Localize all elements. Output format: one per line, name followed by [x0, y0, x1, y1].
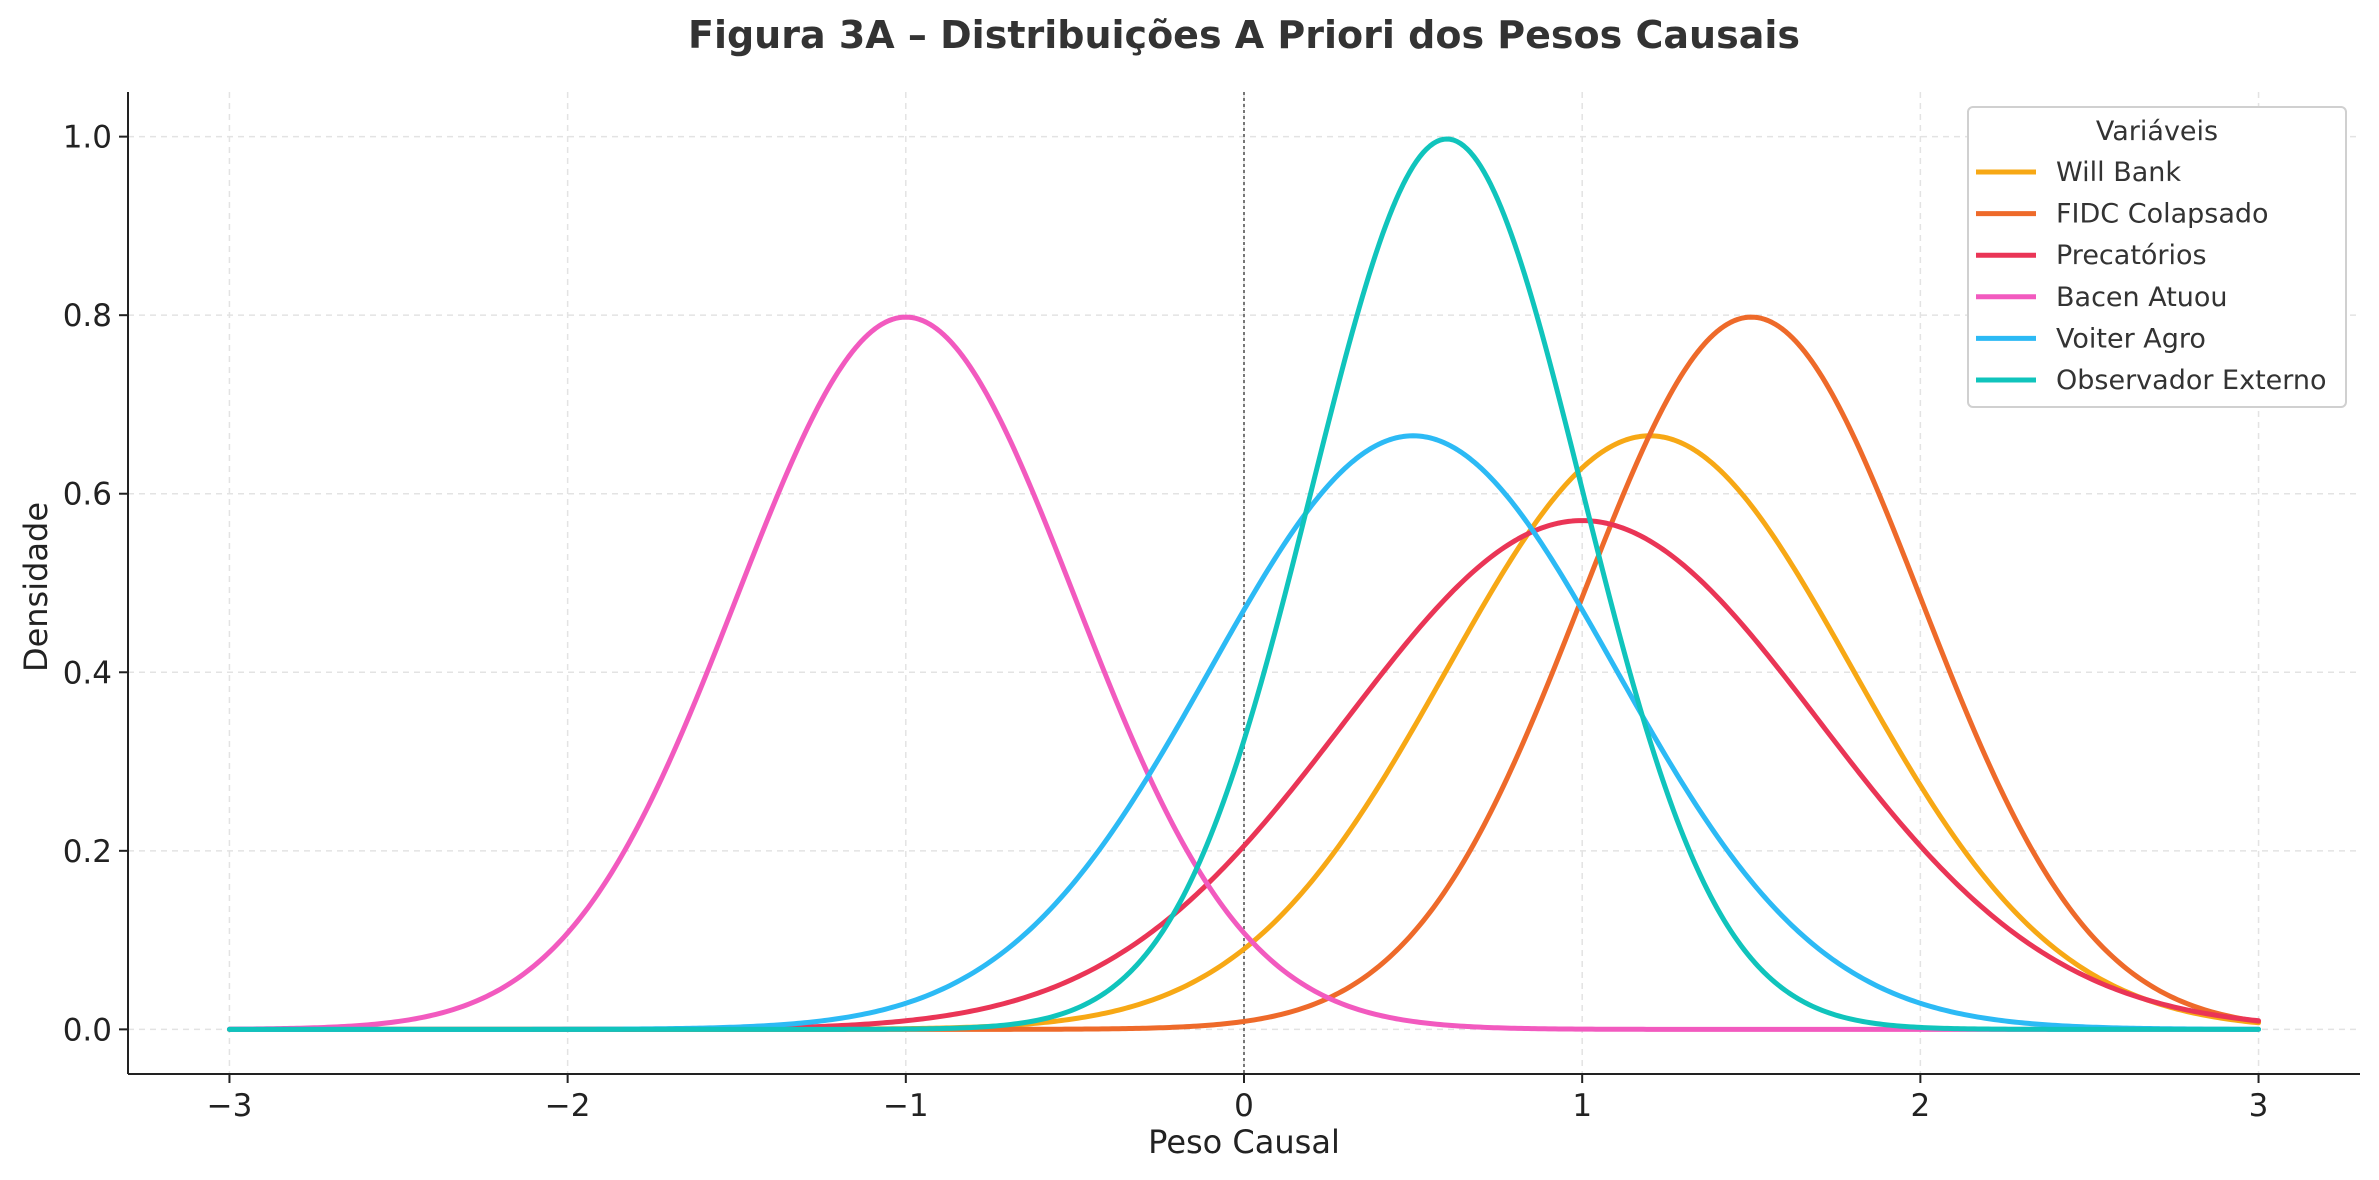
- x-ticks: −3 −2 −1 0 1 2 3: [207, 1074, 2269, 1124]
- legend-label: Bacen Atuou: [2056, 282, 2228, 313]
- y-tick-label: 0.8: [63, 298, 112, 334]
- y-tick-label: 0.6: [63, 477, 112, 513]
- y-tick-label: 0.2: [63, 834, 112, 870]
- chart-title: Figura 3A – Distribuições A Priori dos P…: [688, 13, 1800, 57]
- y-ticks: 0.0 0.2 0.4 0.6 0.8 1.0: [63, 120, 128, 1048]
- x-tick-label: 1: [1572, 1088, 1592, 1124]
- y-tick-label: 1.0: [63, 120, 112, 156]
- series-lines: [226, 136, 2262, 1032]
- legend-label: Voiter Agro: [2056, 323, 2206, 354]
- legend-label: Precatórios: [2056, 240, 2207, 271]
- legend-label: Observador Externo: [2056, 365, 2327, 396]
- y-axis-label: Densidade: [17, 502, 55, 672]
- y-tick-label: 0.0: [63, 1012, 112, 1048]
- legend-label: FIDC Colapsado: [2056, 199, 2269, 230]
- legend-items: Will Bank FIDC Colapsado Precatórios Bacen …: [1976, 157, 2327, 396]
- legend: Variáveis Will Bank FIDC Colapsado Precató…: [1967, 106, 2347, 408]
- legend-label: Will Bank: [2056, 157, 2181, 188]
- y-tick-label: 0.4: [63, 655, 112, 691]
- x-tick-label: 3: [2249, 1088, 2269, 1124]
- legend-title: Variáveis: [2096, 116, 2218, 147]
- x-tick-label: −3: [207, 1088, 253, 1124]
- legend-frame: [1967, 106, 2347, 408]
- series-line-5: [226, 136, 2262, 1032]
- x-tick-label: 2: [1910, 1088, 1930, 1124]
- x-tick-label: 0: [1234, 1088, 1254, 1124]
- x-axis-label: Peso Causal: [1148, 1123, 1340, 1161]
- x-tick-label: −1: [883, 1088, 929, 1124]
- x-tick-label: −2: [545, 1088, 591, 1124]
